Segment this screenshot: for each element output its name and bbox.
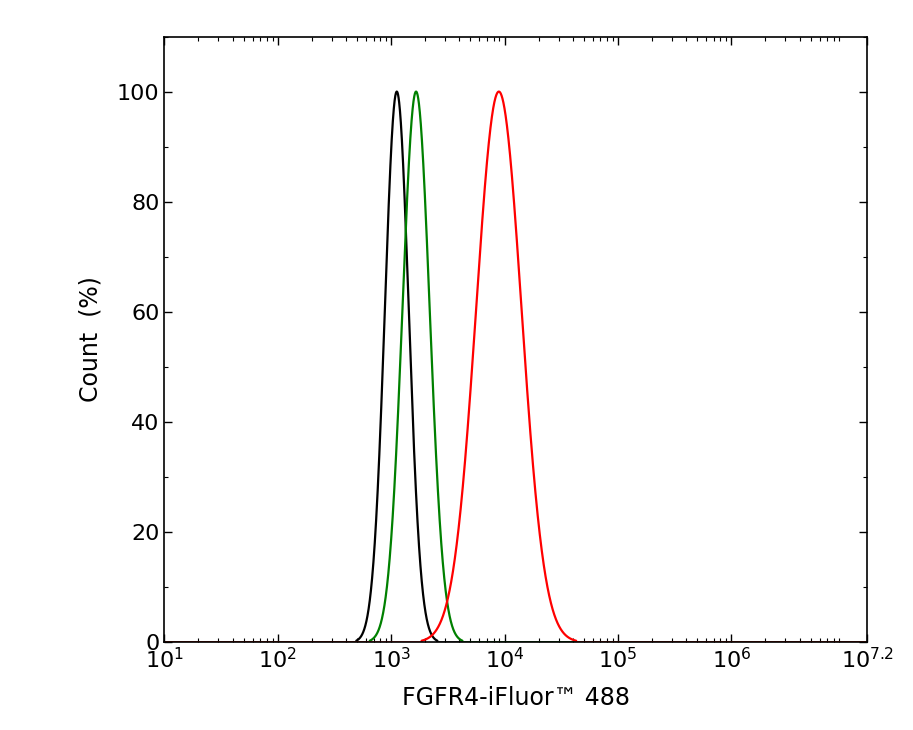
Y-axis label: Count  (%): Count (%) [79,277,103,402]
X-axis label: FGFR4-iFluor™ 488: FGFR4-iFluor™ 488 [402,686,630,710]
